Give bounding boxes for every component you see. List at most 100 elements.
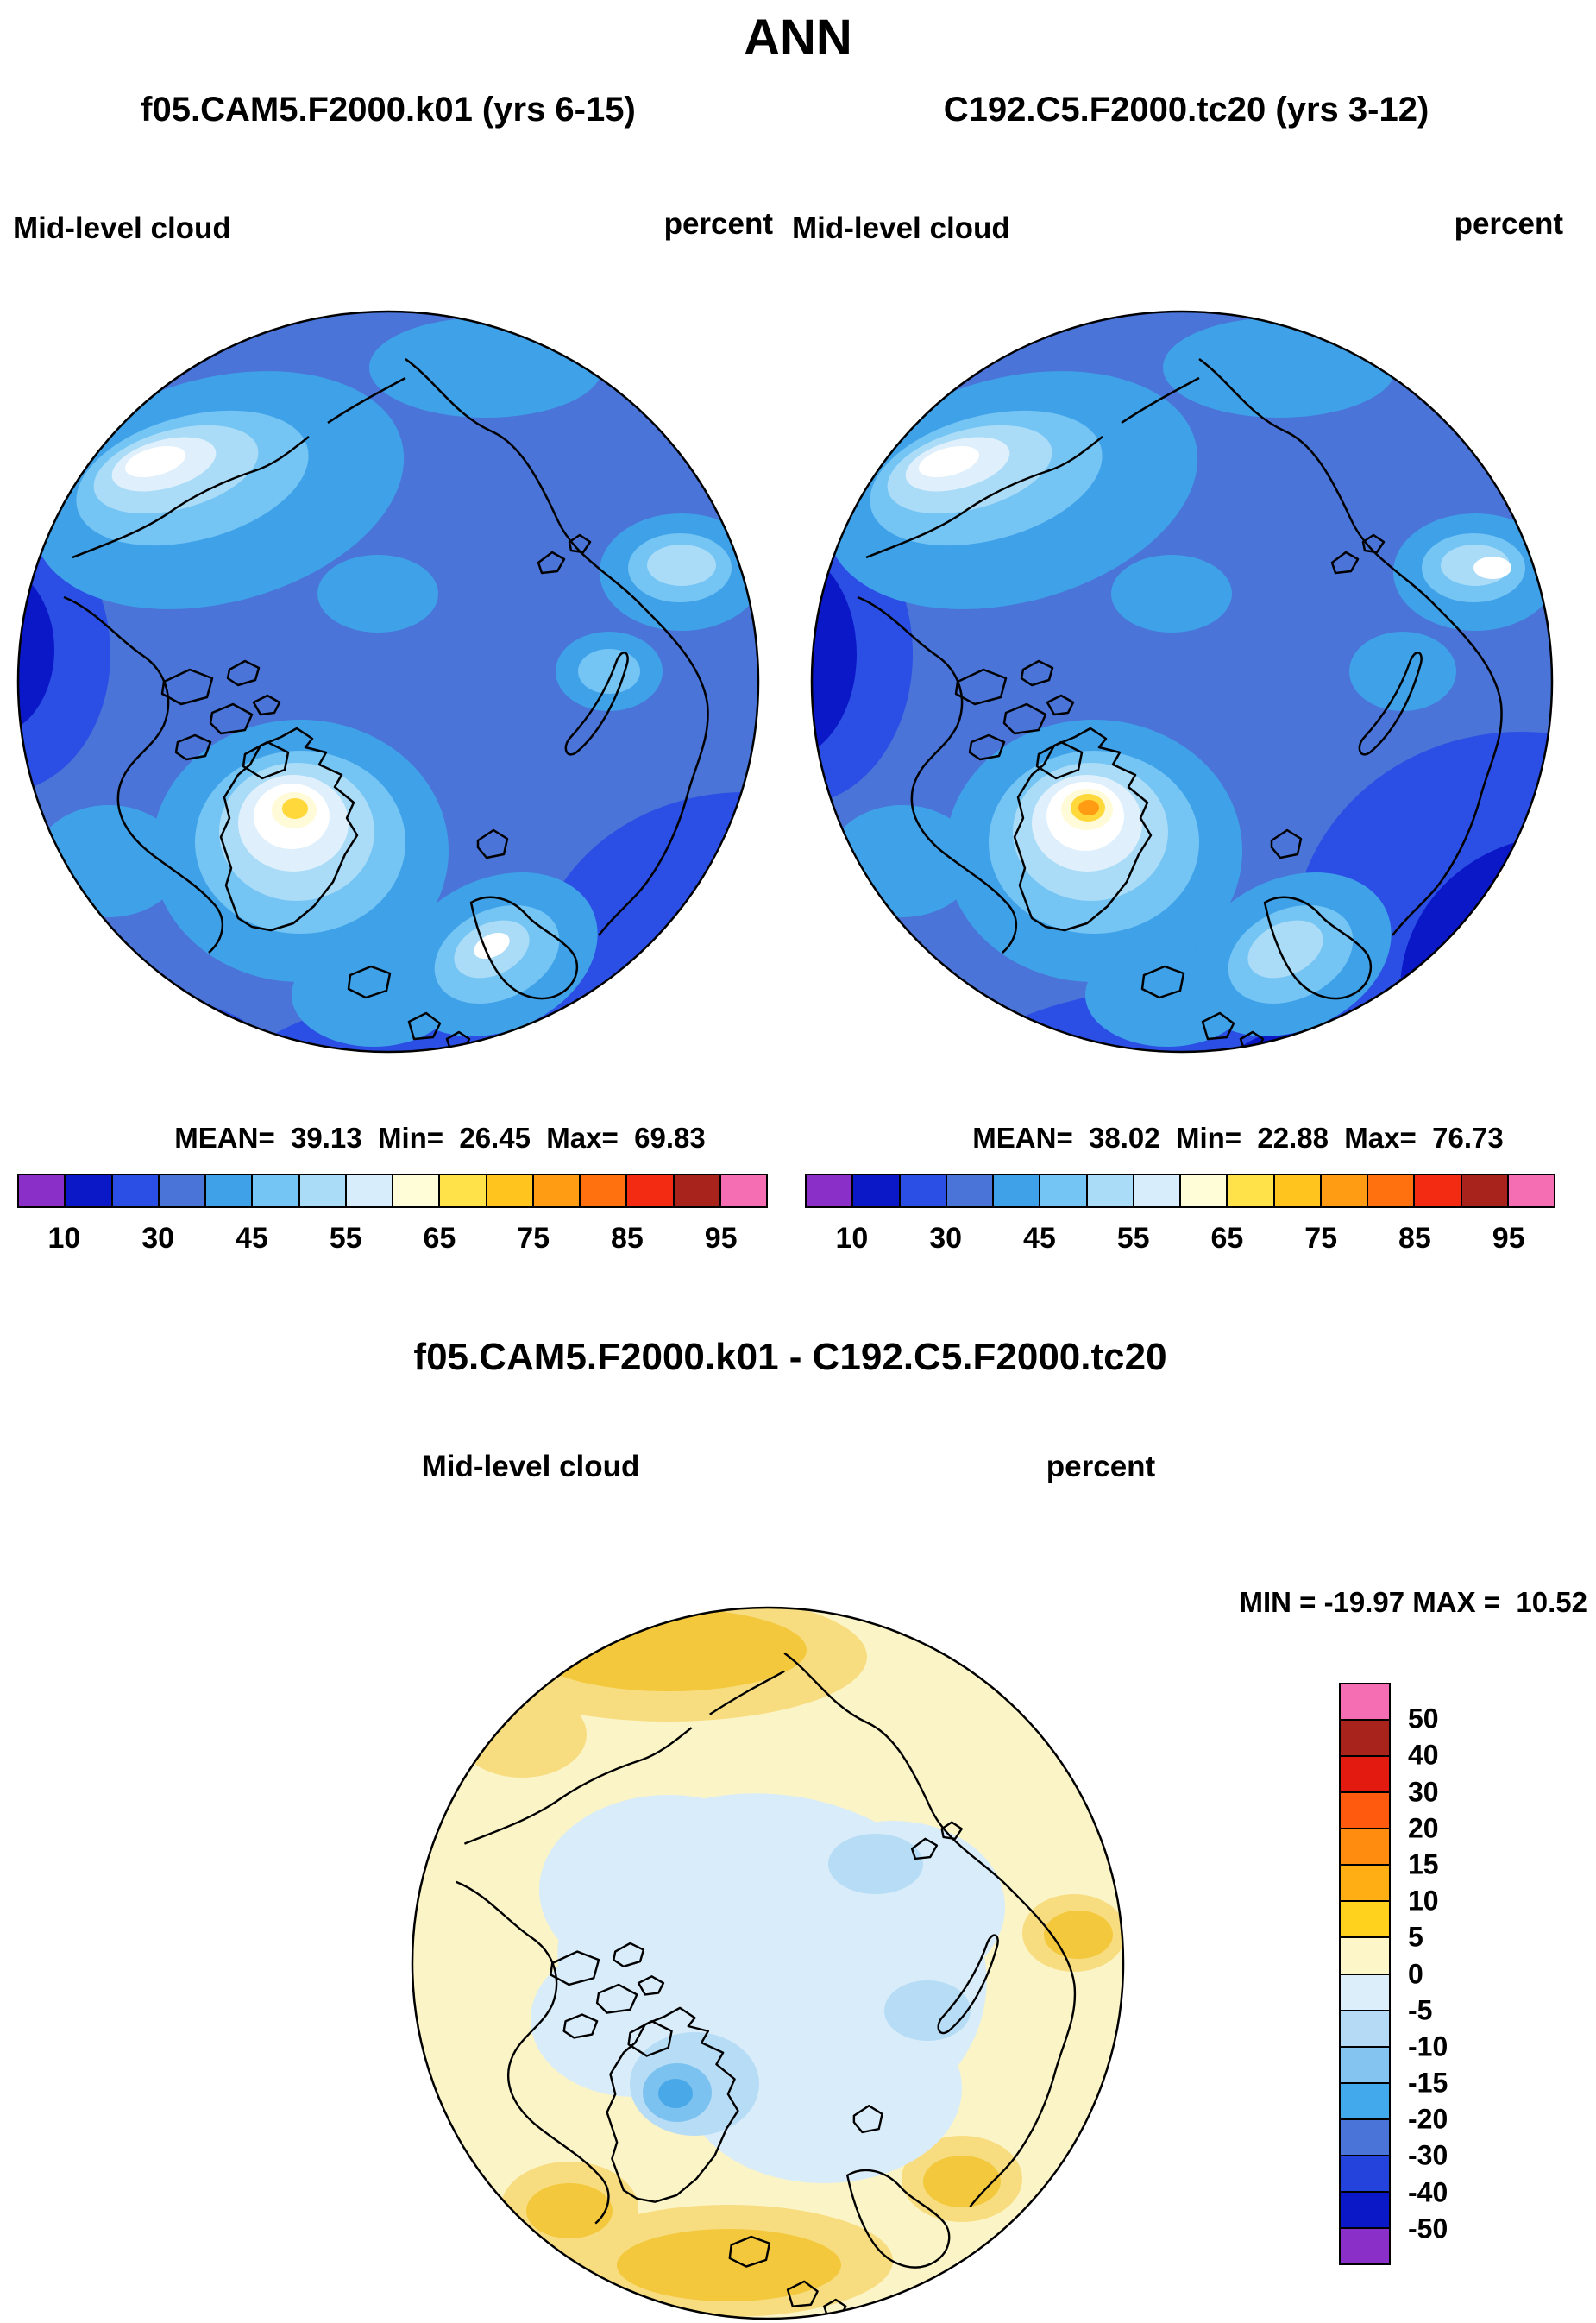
colorbar-boundary-label: 15: [1408, 1848, 1439, 1880]
colorbar-segment: [1341, 1936, 1389, 1974]
colorbar-segment: [1506, 1175, 1554, 1206]
colorbar-segment: [1341, 2081, 1389, 2118]
colorbar-segment: [1341, 1828, 1389, 1865]
right-panel-subtitle: C192.C5.F2000.tc20 (yrs 3-12): [943, 91, 1429, 129]
figure-title: ANN: [744, 9, 852, 66]
colorbar-segment: [1367, 1175, 1414, 1206]
diff-negative-spot: [658, 2079, 693, 2108]
right-variable-label: Mid-level cloud: [792, 211, 1010, 245]
colorbar-segment: [1341, 1719, 1389, 1756]
colorbar-boundary-label: 50: [1408, 1703, 1439, 1734]
right-stats: MEAN= 38.02 Min= 22.88 Max= 76.73: [972, 1122, 1504, 1154]
diff-variable-label: Mid-level cloud: [421, 1450, 640, 1483]
diff-colorbar-labels: 50 40 30 20 15 10 5 0 -5 -10 -15 -20 -30 -40 -50: [1408, 1683, 1511, 2265]
colorbar-segment: [1272, 1175, 1320, 1206]
colorbar-tick-label: 95: [704, 1222, 738, 1255]
colorbar-boundary-label: 5: [1408, 1921, 1423, 1953]
colorbar-boundary-label: -20: [1408, 2103, 1448, 2135]
colorbar-segment: [1341, 1791, 1389, 1829]
colorbar-segment: [898, 1175, 946, 1206]
colorbar-segment: [531, 1175, 579, 1206]
right-units-label: percent: [1454, 207, 1563, 241]
colorbar-segment: [719, 1175, 766, 1206]
map-left: [16, 310, 760, 1054]
colorbar-segment: [1341, 1973, 1389, 2010]
colorbar-tick-label: 55: [1116, 1222, 1150, 1255]
left-stats: MEAN= 39.13 Min= 26.45 Max= 69.83: [174, 1122, 706, 1154]
colorbar-segment: [485, 1175, 532, 1206]
colorbar-boundary-label: 30: [1408, 1776, 1439, 1808]
colorbar-tick-label: 45: [235, 1222, 268, 1255]
colorbar-segment: [625, 1175, 673, 1206]
map-outline: [810, 310, 1554, 1054]
colorbar-segment: [1341, 1684, 1389, 1720]
map-outline: [16, 310, 760, 1054]
colorbar-segment: [1341, 2118, 1389, 2155]
colorbar-segment: [945, 1175, 992, 1206]
colorbar-boundary-label: -10: [1408, 2030, 1448, 2062]
colorbar-boundary-label: 40: [1408, 1739, 1439, 1771]
colorbar-tick-label: 10: [47, 1222, 81, 1255]
colorbar-boundary-label: 0: [1408, 1958, 1423, 1989]
colorbar-segment: [110, 1175, 158, 1206]
map-right: [810, 310, 1554, 1054]
diff-minmax: MIN = -19.97 MAX = 10.52: [1239, 1586, 1587, 1618]
colorbar-segment: [1341, 1900, 1389, 1937]
colorbar-segment: [64, 1175, 111, 1206]
colorbar-boundary-label: -30: [1408, 2139, 1448, 2171]
colorbar-tick-label: 45: [1022, 1222, 1056, 1255]
colorbar-segment: [579, 1175, 626, 1206]
colorbar-segment: [19, 1175, 65, 1206]
colorbar-segment: [1341, 2009, 1389, 2046]
colorbar-right-ticks: 10 30 45 55 65 75 85 95: [805, 1222, 1555, 1260]
colorbar-segment: [992, 1175, 1040, 1206]
colorbar-segment: [392, 1175, 439, 1206]
colorbar-segment: [438, 1175, 486, 1206]
colorbar-segment: [1341, 2045, 1389, 2082]
colorbar-segment: [1413, 1175, 1461, 1206]
diff-field: [412, 1608, 1123, 2319]
colorbar-boundary-label: -50: [1408, 2213, 1448, 2244]
colorbar-segment: [298, 1175, 345, 1206]
colorbar-right: [805, 1174, 1555, 1208]
colorbar-segment: [1179, 1175, 1227, 1206]
colorbar-tick-label: 30: [141, 1222, 175, 1255]
colorbar-segment: [1341, 2226, 1389, 2263]
left-variable-label: Mid-level cloud: [13, 211, 231, 245]
diff-colorbar: [1339, 1683, 1391, 2265]
colorbar-segment: [672, 1175, 719, 1206]
colorbar-segment: [1341, 2190, 1389, 2227]
colorbar-tick-label: 55: [329, 1222, 362, 1255]
colorbar-segment: [851, 1175, 899, 1206]
colorbar-tick-label: 85: [1398, 1222, 1431, 1255]
colorbar-boundary-label: -15: [1408, 2067, 1448, 2099]
diff-title: f05.CAM5.F2000.k01 - C192.C5.F2000.tc20: [413, 1336, 1167, 1378]
colorbar-segment: [344, 1175, 392, 1206]
map-diff: [411, 1606, 1125, 2320]
cloud-field-right: [812, 312, 1552, 1052]
colorbar-tick-label: 30: [929, 1222, 963, 1255]
colorbar-segment: [1085, 1175, 1133, 1206]
colorbar-boundary-label: -40: [1408, 2176, 1448, 2208]
colorbar-boundary-label: 10: [1408, 1885, 1439, 1917]
colorbar-left: [17, 1174, 768, 1208]
colorbar-segment: [1319, 1175, 1367, 1206]
diff-positive-core: [526, 1608, 1113, 2301]
colorbar-tick-label: 65: [423, 1222, 456, 1255]
colorbar-left-ticks: 10 30 45 55 65 75 85 95: [17, 1222, 768, 1260]
colorbar-boundary-label: 20: [1408, 1812, 1439, 1844]
cloud-level-orange: [1078, 800, 1099, 815]
cloud-field-left: [18, 312, 758, 1052]
colorbar-tick-label: 95: [1492, 1222, 1525, 1255]
colorbar-tick-label: 10: [835, 1222, 869, 1255]
colorbar-segment: [1132, 1175, 1179, 1206]
map-outline: [411, 1606, 1125, 2320]
left-units-label: percent: [663, 207, 773, 241]
colorbar-segment: [1226, 1175, 1273, 1206]
colorbar-tick-label: 85: [610, 1222, 644, 1255]
colorbar-boundary-label: -5: [1408, 1994, 1433, 2026]
colorbar-segment: [251, 1175, 298, 1206]
colorbar-tick-label: 65: [1210, 1222, 1244, 1255]
left-panel-subtitle: f05.CAM5.F2000.k01 (yrs 6-15): [141, 91, 636, 129]
